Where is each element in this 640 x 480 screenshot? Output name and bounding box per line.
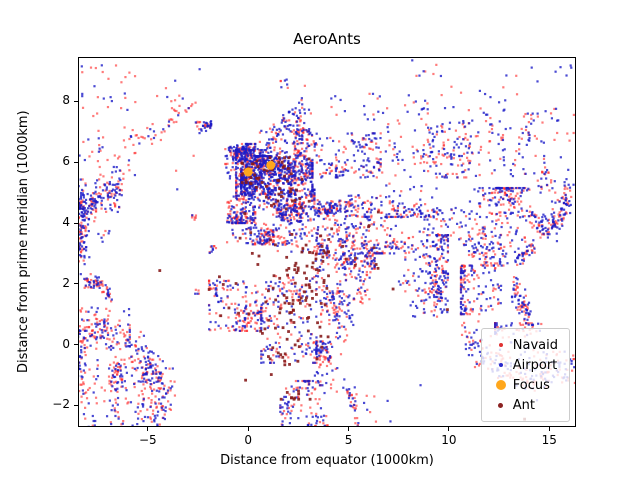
legend-label-focus: Focus	[512, 377, 550, 393]
navaid-marker-icon	[489, 343, 513, 347]
y-tick-label: 6	[62, 154, 70, 169]
legend-label-airport: Airport	[512, 357, 558, 373]
x-tick-label: 10	[441, 433, 457, 447]
x-tick-label: −5	[138, 433, 157, 447]
airport-marker-icon	[489, 363, 513, 367]
y-tick-mark	[74, 404, 78, 406]
legend-label-navaid: Navaid	[512, 337, 558, 353]
y-tick-label: 8	[62, 93, 70, 108]
y-tick-label: −2	[52, 397, 70, 412]
y-tick-mark	[74, 283, 78, 285]
y-tick-mark	[74, 100, 78, 102]
ant-marker-icon	[489, 402, 513, 408]
y-tick-label: 4	[62, 215, 70, 229]
legend: Navaid Airport Focus Ant	[480, 328, 570, 422]
x-tick-mark	[448, 427, 450, 431]
x-tick-mark	[147, 427, 149, 431]
legend-item-airport: Airport	[489, 355, 558, 375]
x-axis-label: Distance from equator (1000km)	[220, 453, 434, 468]
legend-item-navaid: Navaid	[489, 335, 558, 355]
x-tick-label: 5	[344, 433, 353, 447]
y-axis-label: Distance from prime meridian (1000km)	[16, 110, 31, 374]
focus-dot-icon	[495, 380, 506, 390]
plot-area: Navaid Airport Focus Ant	[78, 57, 576, 427]
y-tick-label: 2	[62, 275, 70, 290]
x-tick-mark	[548, 427, 550, 431]
legend-item-ant: Ant	[489, 395, 558, 415]
legend-label-ant: Ant	[512, 397, 536, 413]
x-tick-label: 0	[244, 433, 253, 447]
x-tick-label: 15	[541, 433, 557, 447]
x-tick-mark	[247, 427, 249, 431]
x-tick-mark	[348, 427, 350, 431]
y-tick-mark	[74, 222, 78, 224]
chart-title: AeroAnts	[293, 30, 361, 48]
y-tick-mark	[74, 344, 78, 346]
ant-dot-icon	[498, 402, 504, 408]
focus-marker-icon	[489, 380, 513, 390]
navaid-dot-icon	[498, 343, 503, 347]
y-tick-mark	[74, 161, 78, 163]
legend-item-focus: Focus	[489, 375, 558, 395]
y-tick-label: 0	[62, 336, 70, 351]
airport-dot-icon	[498, 363, 503, 367]
